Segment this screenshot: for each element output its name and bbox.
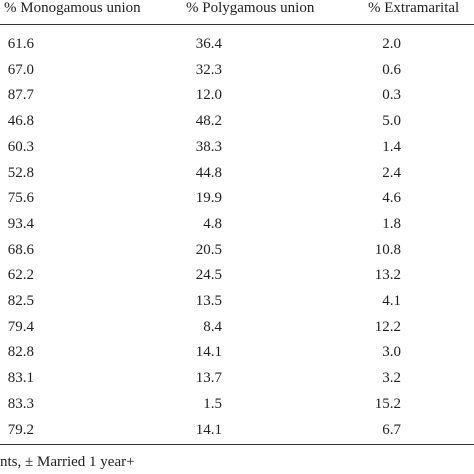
table-cell: 13.2: [374, 267, 401, 284]
table-cell: 24.5: [195, 267, 222, 284]
table-cell: 32.3: [195, 61, 222, 78]
table-cell: 8.4: [203, 318, 222, 335]
table-cell: 14.1: [195, 421, 222, 438]
table-cell: 82.5: [7, 293, 34, 309]
table-cell: 13.5: [195, 293, 222, 309]
table-cell: 4.6: [382, 190, 401, 207]
table-cell: 10.8: [374, 241, 401, 258]
table-cell: 14.1: [195, 344, 222, 361]
table-cell: 15.2: [374, 395, 401, 412]
table-cell: 75.6: [7, 190, 34, 207]
table-cell: 13.7: [195, 370, 222, 387]
table-cell: 3.2: [382, 370, 401, 387]
table-cell: 83.3: [7, 395, 34, 412]
table-cell: 79.4: [7, 318, 34, 335]
table-cell: 38.3: [195, 138, 222, 155]
header-cell: % Extramarital: [368, 0, 460, 16]
table-cell: 1.8: [382, 215, 401, 232]
table-cell: 2.4: [382, 164, 401, 181]
table-cell: 61.6: [7, 36, 34, 52]
table-cell: 4.8: [203, 215, 222, 232]
table-cell: 4.1: [382, 293, 401, 309]
table-cell: 2.0: [382, 36, 401, 52]
table-cell: 83.1: [7, 370, 34, 387]
table-cell: 82.8: [7, 344, 34, 361]
table-cell: 87.7: [7, 87, 34, 104]
table-cell: 19.9: [195, 190, 222, 207]
table-cell: 0.6: [382, 61, 401, 78]
table-cell: 5.0: [382, 113, 401, 130]
footnote: nts, ± Married 1 year+: [0, 454, 135, 470]
header-rule: [0, 24, 474, 25]
table-cell: 6.7: [382, 421, 401, 438]
table-cell: 44.8: [195, 164, 222, 181]
table-cell: 67.0: [7, 61, 34, 78]
table-cell: 60.3: [7, 138, 34, 155]
bottom-rule: [0, 444, 474, 445]
table-cell: 48.2: [195, 113, 222, 130]
table-cell: 93.4: [7, 215, 34, 232]
table-cell: 68.6: [7, 241, 34, 258]
table-cell: 46.8: [7, 113, 34, 130]
table-cell: 52.8: [7, 164, 34, 181]
table-cell: 79.2: [7, 421, 34, 438]
table-cell: 62.2: [7, 267, 34, 284]
table-cell: 1.5: [203, 395, 222, 412]
table-cell: 12.0: [195, 87, 222, 104]
table-cell: 1.4: [382, 138, 401, 155]
header-cell: % Monogamous union: [4, 0, 141, 16]
table-cell: 36.4: [195, 36, 222, 52]
table-cell: 3.0: [382, 344, 401, 361]
header-cell: % Polygamous union: [186, 0, 315, 16]
table-cell: 20.5: [195, 241, 222, 258]
table-cell: 0.3: [382, 87, 401, 104]
table-cell: 12.2: [374, 318, 401, 335]
